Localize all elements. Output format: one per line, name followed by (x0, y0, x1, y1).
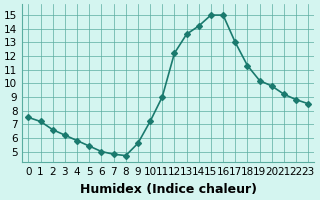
X-axis label: Humidex (Indice chaleur): Humidex (Indice chaleur) (80, 183, 257, 196)
